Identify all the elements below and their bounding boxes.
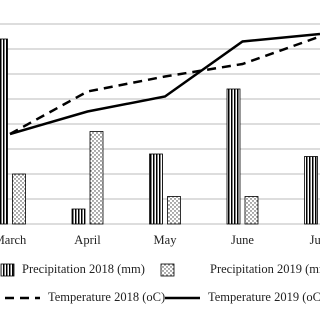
- bar: [12, 173, 26, 225]
- legend-swatch: [160, 263, 175, 277]
- legend-label: Precipitation 2019 (mm): [210, 262, 320, 276]
- x-tick-label: May: [154, 233, 178, 247]
- bar: [244, 196, 259, 225]
- legend-label: Temperature 2019 (oC): [208, 290, 320, 304]
- bar: [226, 88, 241, 225]
- x-tick-label: June: [231, 233, 254, 247]
- bar: [304, 156, 318, 225]
- legend-label: Precipitation 2018 (mm): [22, 262, 145, 276]
- line: [9, 32, 320, 136]
- legend-swatch: [0, 263, 15, 277]
- line: [9, 35, 320, 136]
- bar: [149, 153, 163, 225]
- bar: [167, 196, 181, 225]
- x-tick-label: July: [310, 233, 320, 247]
- bar: [0, 38, 8, 225]
- plot: March April May June July: [0, 32, 320, 247]
- legend-label: Temperature 2018 (oC): [48, 290, 165, 304]
- bar: [71, 208, 86, 225]
- x-tick-label: April: [74, 233, 101, 247]
- x-tick-label: March: [0, 233, 27, 247]
- legend: Precipitation 2018 (mm) Precipitation 201…: [0, 262, 320, 304]
- grid: [0, 23, 320, 225]
- bar: [89, 131, 104, 225]
